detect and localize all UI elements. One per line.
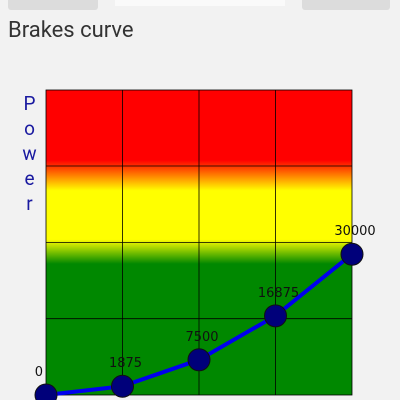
- point: [34, 383, 58, 400]
- grid: [45, 89, 353, 396]
- selector[interactable]: [115, 0, 285, 6]
- data-label: 1875: [109, 356, 142, 371]
- y-axis-label: Power: [18, 92, 41, 217]
- point: [264, 304, 287, 328]
- point: [111, 374, 134, 398]
- data-label: 7500: [185, 330, 218, 345]
- point: [187, 348, 211, 372]
- data-label: 30000: [334, 224, 375, 239]
- data-label: 16875: [258, 286, 299, 301]
- data-label: 0: [35, 365, 43, 380]
- button[interactable]: [8, 0, 98, 10]
- point: [340, 242, 364, 266]
- chart-title: Brakes curve: [8, 18, 134, 43]
- button[interactable]: [302, 0, 390, 10]
